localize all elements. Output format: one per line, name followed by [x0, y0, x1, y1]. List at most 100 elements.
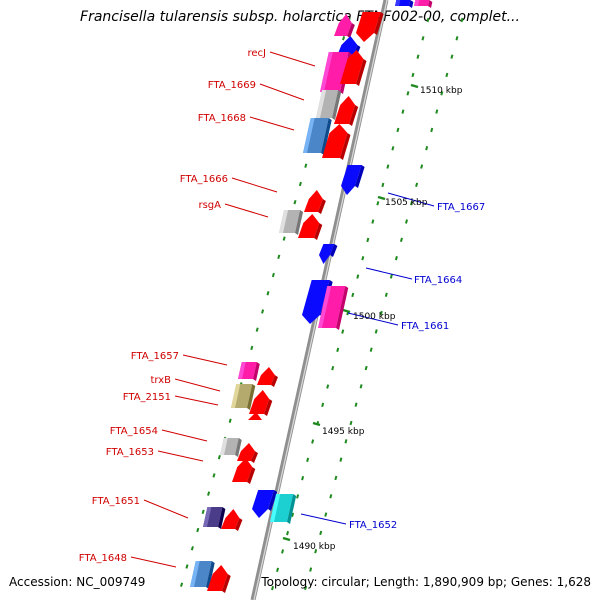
- gene-fta1669-side: [332, 90, 342, 120]
- tick-outer: [309, 567, 313, 572]
- tick-inner: [277, 254, 281, 260]
- gene-red-rsga-body: [298, 214, 320, 238]
- leader-line-left: [231, 177, 278, 193]
- kbp-label: 1505 kbp: [385, 198, 428, 208]
- gene-top-pink: [414, 0, 433, 8]
- kbp-major-tick: [342, 308, 351, 314]
- gene-label-left: FTA_1648: [79, 553, 127, 564]
- tick-mid: [271, 585, 275, 591]
- gene-fta1648: [190, 561, 215, 589]
- tick-mid: [411, 72, 415, 78]
- tick-outer: [374, 329, 378, 334]
- tick-outer: [359, 384, 363, 389]
- tick-mid: [286, 530, 290, 536]
- gene-label-right: FTA_1664: [414, 275, 462, 286]
- tick-mid: [301, 475, 305, 481]
- leader-line-left: [174, 378, 221, 392]
- gene-label-left: FTA_1657: [131, 351, 179, 362]
- gene-blue-recj-body: [337, 36, 358, 56]
- leader-line-left: [259, 83, 305, 101]
- kbp-label: 1510 kbp: [420, 86, 463, 96]
- tick-outer: [389, 274, 393, 279]
- tick-inner: [342, 36, 346, 41]
- gene-labels: recJ FTA_1669 FTA_1668 FTA_1666 rsgA FTA_1657…: [79, 48, 485, 568]
- tick-inner: [196, 527, 200, 533]
- gene-red-1657: [257, 367, 278, 387]
- tick-inner: [212, 473, 216, 478]
- tick-outer: [420, 164, 424, 169]
- tick-inner: [228, 418, 232, 423]
- gene-fta1664: [319, 244, 338, 264]
- gene-fta1652-highlight: [270, 494, 281, 522]
- tick-outer: [334, 475, 338, 481]
- gene-red-1651: [221, 509, 243, 531]
- gene-blue-1661-body: [302, 280, 330, 324]
- gene-fta1653-body: [232, 458, 253, 482]
- tick-mid: [391, 146, 395, 151]
- tick-mid: [366, 237, 370, 243]
- tick-outer: [349, 420, 353, 426]
- summary-text: Topology: circular; Length: 1,890,909 bp…: [261, 575, 591, 589]
- gene-red-recj-body: [340, 50, 364, 84]
- tick-mid: [421, 36, 425, 41]
- tick-mid: [311, 439, 315, 444]
- tick-mid: [386, 164, 390, 169]
- position-labels: 1510 kbp 1505 kbp 1500 kbp 1495 kbp 1490 kbp: [293, 86, 463, 552]
- tick-outer: [445, 72, 449, 78]
- leader-line-left: [174, 395, 219, 406]
- gene-red-1669: [334, 96, 359, 126]
- gene-fta1652-side: [287, 494, 297, 524]
- gene-label-left: recJ: [248, 48, 267, 59]
- tick-outer: [450, 54, 454, 59]
- leader-line-left: [161, 429, 208, 442]
- gene-top-pink-2: [334, 14, 355, 38]
- gene-fta1651-highlight: [203, 507, 212, 527]
- tick-mid: [371, 219, 375, 224]
- tick-outer: [415, 182, 419, 188]
- tick-mid: [356, 274, 360, 279]
- gene-fta1651-side: [218, 507, 226, 529]
- tick-outer: [314, 549, 318, 554]
- gene-fta1669-highlight: [316, 90, 327, 118]
- tick-inner: [298, 181, 302, 187]
- tick-outer: [430, 127, 434, 133]
- kbp-major-tick: [312, 421, 321, 427]
- leader-line-left: [249, 116, 295, 131]
- leader-line-right: [347, 312, 399, 326]
- tick-mid: [326, 384, 330, 389]
- gene-red-1654-side: [251, 451, 258, 463]
- tick-inner: [201, 509, 205, 515]
- leader-line-left: [269, 51, 316, 67]
- gene-red-1657-body: [257, 367, 275, 385]
- gene-label-right: FTA_1652: [349, 520, 397, 531]
- gene-fta1669: [316, 90, 342, 120]
- gene-label-left: FTA_1669: [208, 80, 256, 91]
- gene-label-left: trxB: [150, 375, 171, 386]
- gene-red-1669-body: [334, 96, 356, 124]
- leader-line-right: [300, 513, 347, 525]
- gene-fta1648-highlight: [190, 561, 200, 587]
- gene-top-pink-side: [428, 0, 433, 8]
- gene-fta1648-side: [206, 561, 215, 589]
- gene-blue-1652-side: [268, 490, 278, 511]
- gene-top-blue-side: [409, 0, 414, 8]
- gene-red-rsga: [298, 214, 323, 240]
- gene-red-1657-side: [271, 375, 278, 387]
- gene-fta1664-side: [330, 244, 338, 257]
- tick-mid: [341, 329, 345, 334]
- tick-outer: [460, 17, 464, 23]
- gene-fta1661-body: [318, 286, 346, 328]
- tick-mid: [306, 457, 310, 463]
- gene-fta1668-side: [321, 118, 332, 155]
- gene-rsga-side: [295, 210, 304, 235]
- gene-fta1657-side: [253, 362, 260, 381]
- gene-fta2151-side: [247, 384, 256, 410]
- gene-top-red-1-body: [356, 12, 381, 42]
- gene-fta1667-side: [355, 165, 365, 188]
- tick-mid: [376, 201, 380, 206]
- tick-mid: [281, 549, 285, 554]
- gene-red-1669-side: [349, 105, 359, 126]
- gene-label-left: FTA_1666: [180, 174, 228, 185]
